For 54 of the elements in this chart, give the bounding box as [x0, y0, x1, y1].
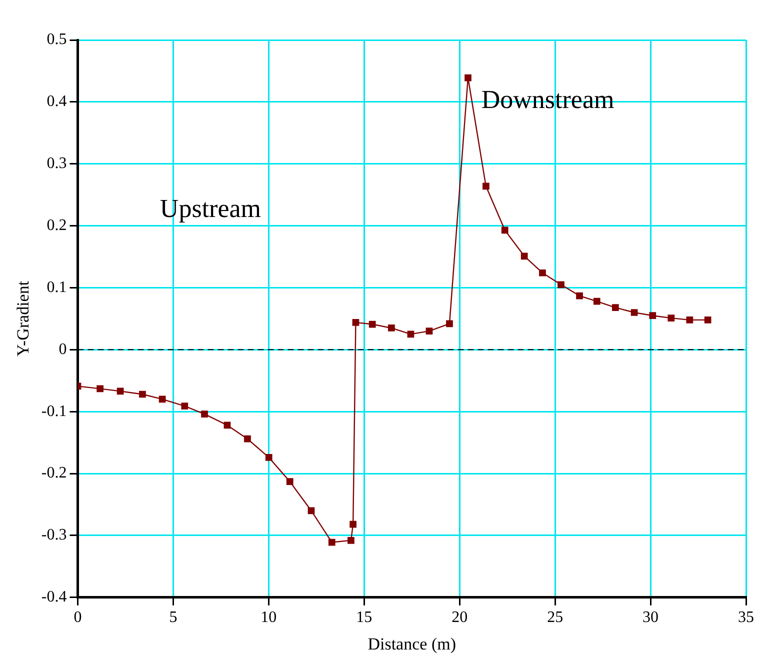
y-tick-label: -0.1 [41, 402, 67, 420]
point [668, 314, 675, 322]
point [630, 309, 638, 316]
x-tick-label: 0 [74, 609, 82, 626]
point [539, 269, 546, 276]
point [426, 328, 433, 335]
point [368, 320, 376, 328]
point [352, 318, 360, 326]
y-tick-label: 0.3 [46, 155, 67, 172]
y-axis-title: Y-Gradient [14, 280, 33, 356]
point [201, 410, 208, 418]
x-tick-label: 30 [642, 609, 659, 626]
point [350, 520, 356, 528]
point [286, 478, 294, 486]
point [686, 316, 694, 324]
y-tick-label: 0.5 [46, 31, 67, 48]
point [520, 252, 528, 260]
point [593, 298, 600, 305]
point [446, 320, 453, 328]
point [308, 507, 315, 514]
point [407, 330, 414, 338]
point [501, 226, 508, 234]
y-tick-label: 0.2 [46, 217, 67, 234]
point [244, 435, 251, 442]
y-tick-label: -0.2 [41, 464, 67, 482]
point [482, 182, 490, 190]
x-tick-label: 15 [356, 609, 372, 626]
point [649, 312, 656, 320]
x-tick-label: 35 [738, 609, 754, 626]
y-tick-label: 0.4 [46, 93, 67, 110]
x-tick-label: 25 [547, 609, 564, 626]
point [388, 324, 395, 332]
point [158, 396, 166, 403]
y-tick-label: -0.4 [41, 588, 67, 606]
y-tick-label: 0 [58, 340, 67, 358]
y-tick-label: 0.1 [46, 278, 67, 296]
point [96, 385, 104, 392]
x-tick-label: 5 [169, 609, 178, 626]
y-tick-label: -0.3 [41, 526, 67, 544]
point [612, 304, 619, 311]
point [704, 316, 712, 324]
point [576, 292, 583, 300]
point [348, 536, 354, 544]
point [328, 538, 336, 546]
point [464, 74, 472, 82]
point [116, 388, 124, 395]
point [265, 454, 272, 461]
point [224, 422, 231, 429]
point [558, 281, 564, 288]
point [139, 390, 146, 398]
x-tick-label: 10 [260, 609, 277, 626]
x-tick-label: 20 [452, 609, 468, 626]
point [181, 402, 188, 410]
x-axis-title: Distance (m) [368, 634, 456, 654]
